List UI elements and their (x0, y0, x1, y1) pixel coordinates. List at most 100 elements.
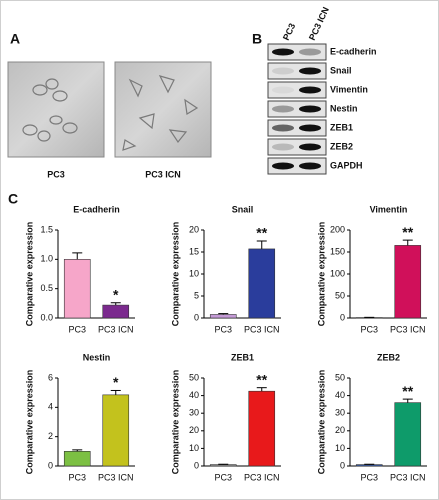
y-tick-label: 20 (189, 425, 199, 435)
y-tick-label: 20 (189, 224, 199, 234)
blot-band (299, 48, 321, 56)
x-tick-label: PC3 ICN (390, 472, 426, 482)
y-tick-label: 10 (189, 443, 199, 453)
blot-band (272, 67, 294, 75)
blot-band (272, 105, 294, 113)
protein-label: ZEB2 (330, 141, 353, 151)
x-tick-label: PC3 (214, 324, 232, 334)
significance: ** (256, 225, 267, 241)
y-tick-label: 5 (194, 290, 199, 300)
bar (248, 248, 276, 319)
x-tick-label: PC3 (68, 472, 86, 482)
bar (355, 464, 383, 467)
protein-label: Nestin (330, 103, 358, 113)
protein-label: E-cadherin (330, 46, 377, 56)
blot-row (267, 119, 327, 137)
blot-band (272, 143, 294, 151)
blot-band (299, 86, 321, 94)
protein-label: Snail (330, 65, 352, 75)
blot-band (299, 124, 321, 132)
y-tick-label: 0 (194, 312, 199, 322)
y-tick-label: 10 (189, 268, 199, 278)
y-tick-label: 40 (189, 390, 199, 400)
y-axis-label: Comparative expression (316, 370, 326, 475)
y-tick-label: 20 (335, 425, 345, 435)
blot-band (272, 124, 294, 132)
x-tick-label: PC3 (214, 472, 232, 482)
x-tick-label: PC3 ICN (244, 324, 280, 334)
chart-title: Nestin (83, 352, 111, 362)
y-tick-label: 0 (48, 460, 53, 470)
panel-label: C (8, 191, 18, 207)
y-tick-label: 0.0 (40, 312, 53, 322)
blot-row (267, 157, 327, 175)
cell-outlines (22, 75, 199, 151)
y-tick-label: 50 (335, 372, 345, 382)
y-tick-label: 30 (189, 408, 199, 418)
x-tick-label: PC3 ICN (244, 472, 280, 482)
x-tick-label: PC3 ICN (98, 472, 134, 482)
significance: * (113, 286, 119, 302)
y-tick-label: 50 (189, 372, 199, 382)
micrograph (7, 61, 105, 158)
blot-row (267, 43, 327, 61)
y-tick-label: 10 (335, 443, 345, 453)
protein-label: ZEB1 (330, 122, 353, 132)
y-axis-label: Comparative expression (316, 222, 326, 327)
y-axis-label: Comparative expression (24, 222, 34, 327)
y-axis-label: Comparative expression (170, 222, 180, 327)
y-tick-label: 50 (335, 290, 345, 300)
y-tick-label: 2 (48, 431, 53, 441)
blot-row (267, 138, 327, 156)
significance: ** (402, 383, 413, 399)
significance: * (113, 374, 119, 390)
y-tick-label: 15 (189, 246, 199, 256)
bar (209, 314, 237, 319)
protein-label: Vimentin (330, 84, 368, 94)
x-tick-label: PC3 ICN (98, 324, 134, 334)
bar (102, 304, 130, 319)
chart-title: ZEB2 (377, 352, 400, 362)
panel-label: B (252, 31, 262, 47)
blot-band (272, 48, 294, 56)
y-tick-label: 40 (335, 390, 345, 400)
blot-band (272, 86, 294, 94)
chart-title: ZEB1 (231, 352, 254, 362)
y-tick-label: 0 (194, 460, 199, 470)
blot-band (299, 67, 321, 75)
protein-label: GAPDH (330, 160, 363, 170)
blot-band (299, 143, 321, 151)
bar (63, 259, 91, 319)
y-tick-label: 200 (330, 224, 345, 234)
bar (63, 451, 91, 467)
x-tick-label: PC3 (68, 324, 86, 334)
panel-label: A (10, 31, 20, 47)
x-tick-label: PC3 (360, 472, 378, 482)
significance: ** (402, 224, 413, 240)
blot-band (299, 105, 321, 113)
bar (394, 245, 422, 319)
image-label: PC3 ICN (145, 169, 181, 179)
y-tick-label: 150 (330, 246, 345, 256)
blot-band (299, 162, 321, 170)
chart-title: Snail (232, 204, 254, 214)
chart-title: E-cadherin (73, 204, 120, 214)
y-axis-label: Comparative expression (170, 370, 180, 475)
y-tick-label: 4 (48, 402, 53, 412)
image-label: PC3 (47, 169, 65, 179)
x-tick-label: PC3 ICN (390, 324, 426, 334)
x-tick-label: PC3 (360, 324, 378, 334)
y-tick-label: 30 (335, 408, 345, 418)
y-tick-label: 1.5 (40, 224, 53, 234)
bar (209, 464, 237, 467)
significance: ** (256, 371, 267, 387)
blot-row (267, 62, 327, 80)
y-tick-label: 0 (340, 460, 345, 470)
blot-row (267, 81, 327, 99)
y-axis-label: Comparative expression (24, 370, 34, 475)
bar (248, 390, 276, 467)
y-tick-label: 6 (48, 372, 53, 382)
y-tick-label: 0.5 (40, 283, 53, 293)
y-tick-label: 0 (340, 312, 345, 322)
